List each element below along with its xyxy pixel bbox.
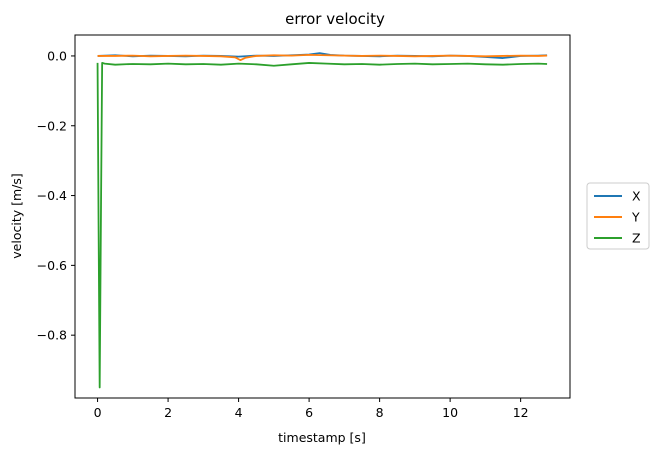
y-axis: 0.0 −0.2 −0.4 −0.6 −0.8: [37, 48, 75, 343]
x-tick-label: 4: [235, 405, 243, 420]
x-tick-label: 0: [94, 405, 102, 420]
chart-title: error velocity: [285, 10, 385, 28]
y-tick-label: −0.6: [37, 258, 67, 273]
y-tick-label: −0.4: [37, 188, 67, 203]
y-axis-label: velocity [m/s]: [9, 173, 24, 258]
x-tick-label: 2: [164, 405, 172, 420]
y-tick-label: −0.8: [37, 328, 67, 343]
x-tick-label: 12: [513, 405, 529, 420]
x-axis-label: timestamp [s]: [278, 430, 366, 445]
series-lines: [96, 52, 548, 389]
legend: XYZ: [586, 182, 650, 250]
legend-label-x: X: [632, 189, 641, 204]
x-axis: 0 2 4 6 8 10 12: [94, 398, 529, 420]
plot-area: [74, 34, 571, 399]
series-line-y: [97, 54, 548, 62]
x-tick-label: 6: [305, 405, 313, 420]
legend-label-z: Z: [632, 231, 641, 246]
legend-label-y: Y: [631, 210, 640, 225]
y-tick-label: −0.2: [37, 118, 67, 133]
y-tick-label: 0.0: [47, 48, 67, 63]
x-tick-label: 10: [442, 405, 458, 420]
series-line-z: [96, 62, 548, 389]
x-tick-label: 8: [376, 405, 384, 420]
